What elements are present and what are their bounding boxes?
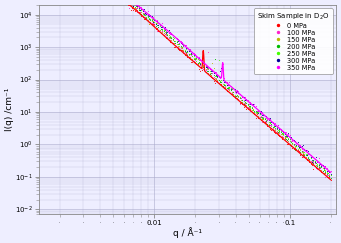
X-axis label: q / Å⁻¹: q / Å⁻¹ (173, 227, 202, 238)
Legend: 0 MPa, 100 MPa, 150 MPa, 200 MPa, 250 MPa, 300 MPa, 350 MPa: 0 MPa, 100 MPa, 150 MPa, 200 MPa, 250 MP… (254, 8, 333, 74)
Y-axis label: I(q) /cm⁻¹: I(q) /cm⁻¹ (5, 88, 14, 131)
